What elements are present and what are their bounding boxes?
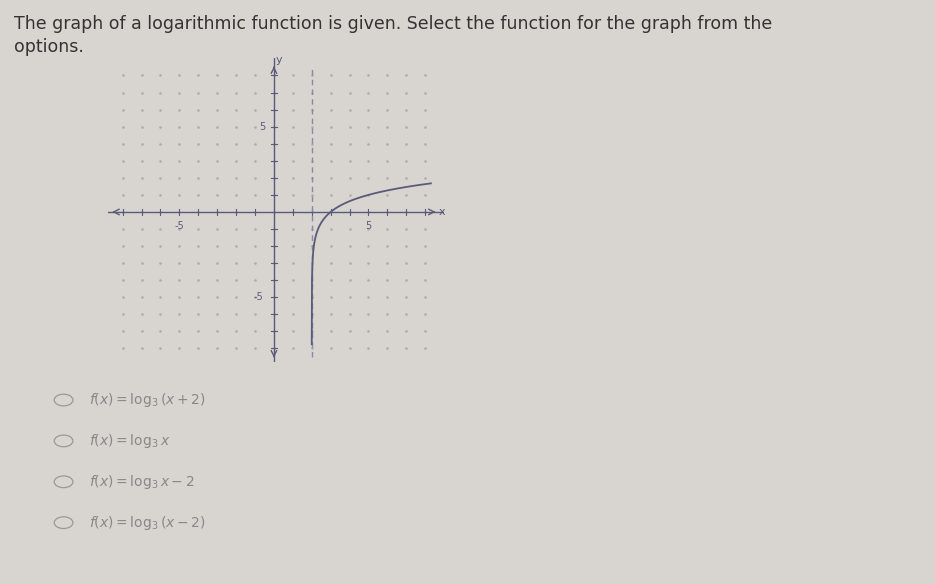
Text: $f(x) = \log_3(x - 2)$: $f(x) = \log_3(x - 2)$ [89, 514, 206, 531]
Text: 5: 5 [366, 221, 371, 231]
Text: $f(x) = \log_3 x$: $f(x) = \log_3 x$ [89, 432, 170, 450]
Text: x: x [439, 207, 446, 217]
Text: options.: options. [14, 38, 84, 56]
Text: y: y [275, 55, 282, 65]
Text: $f(x) = \log_3 x - 2$: $f(x) = \log_3 x - 2$ [89, 473, 194, 491]
Text: -5: -5 [253, 292, 264, 303]
Text: $f(x) = \log_3(x + 2)$: $f(x) = \log_3(x + 2)$ [89, 391, 206, 409]
Text: 5: 5 [259, 121, 266, 131]
Text: -5: -5 [175, 221, 184, 231]
Text: The graph of a logarithmic function is given. Select the function for the graph : The graph of a logarithmic function is g… [14, 15, 772, 33]
